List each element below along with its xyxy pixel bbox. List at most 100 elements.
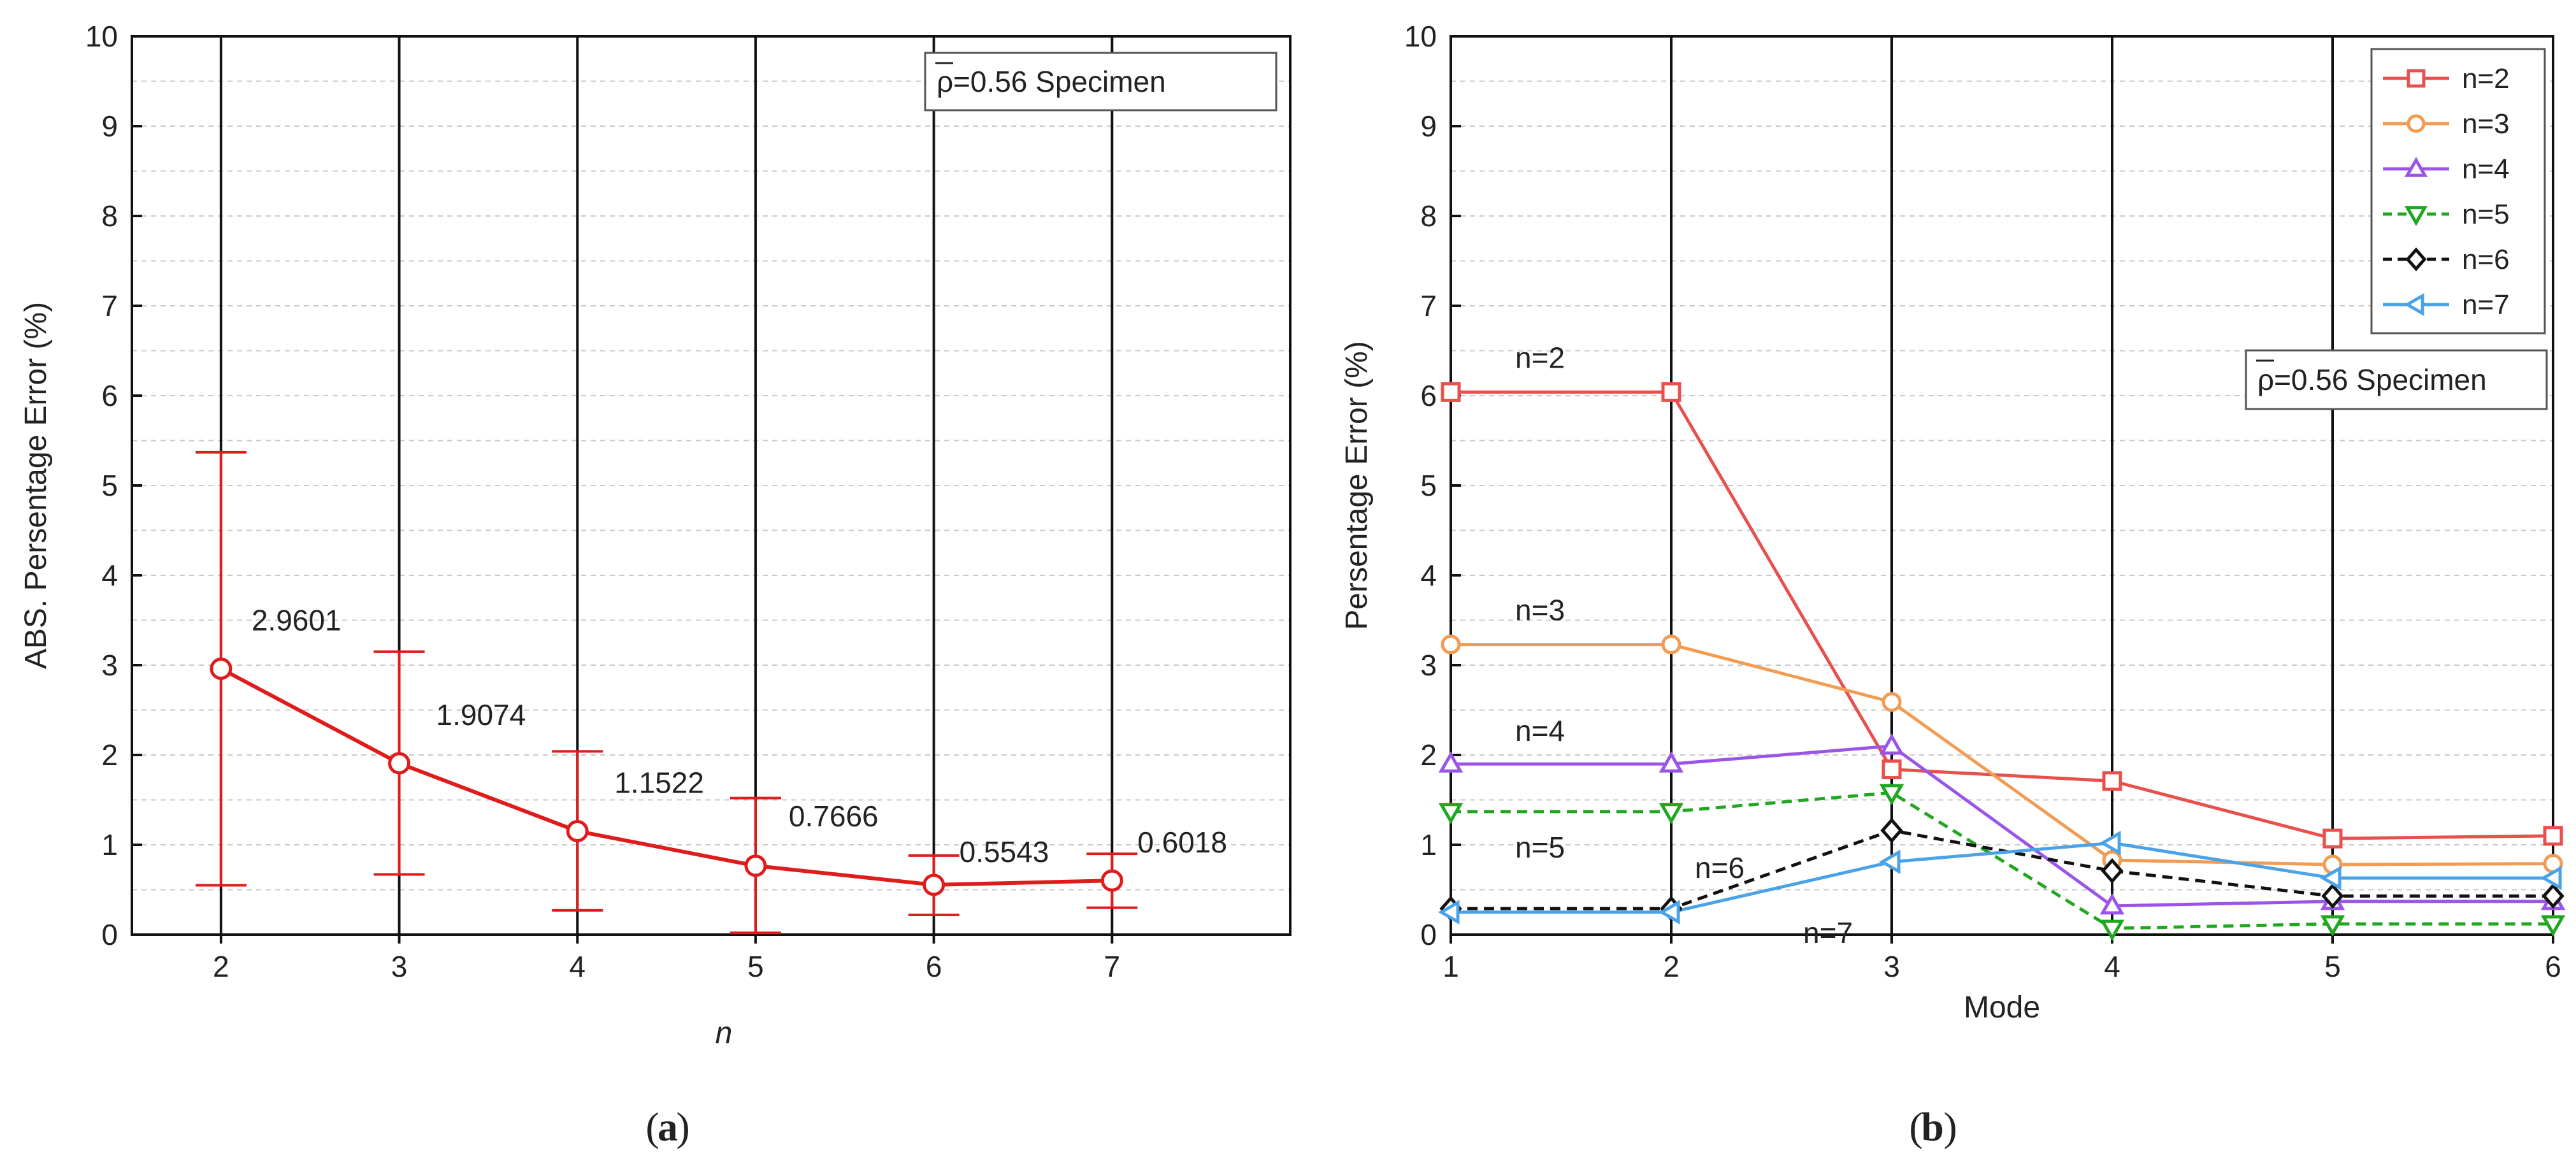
- series-annotation: n=3: [1515, 594, 1565, 627]
- y-axis-title: ABS. Persentage Error (%): [19, 302, 53, 669]
- series-line-n2: [1451, 390, 2554, 840]
- data-point: [1100, 869, 1123, 892]
- data-label: 0.6018: [1137, 826, 1227, 859]
- legend-label: n=5: [2462, 199, 2510, 230]
- series-annotation: n=2: [1515, 341, 1565, 374]
- caption-close: ): [676, 1104, 689, 1149]
- y-tick-label: 4: [1420, 559, 1437, 592]
- y-tick-label: 8: [1420, 199, 1437, 233]
- caption-letter: a: [658, 1104, 678, 1149]
- series-annotation: n=6: [1695, 851, 1745, 884]
- x-tick-label: 5: [2324, 950, 2341, 983]
- data-point-n7: [2099, 830, 2121, 856]
- y-tick-label: 3: [1420, 649, 1437, 682]
- series-line-n3: [1451, 643, 2554, 866]
- specimen-box: [2245, 349, 2548, 410]
- data-point-n4: [1659, 751, 1684, 773]
- data-point-n2: [1661, 382, 1681, 402]
- x-tick-label: 3: [1883, 950, 1900, 983]
- x-tick-label: 2: [213, 950, 229, 983]
- legend-label: n=6: [2462, 244, 2510, 275]
- y-tick-label: 4: [101, 559, 118, 592]
- specimen-label: =0.56 Specimen: [2274, 363, 2487, 396]
- data-point-n6: [2101, 858, 2124, 884]
- data-point-n7: [1438, 900, 1460, 925]
- y-tick-label: 0: [1420, 918, 1437, 951]
- legend-label: n=2: [2462, 63, 2510, 94]
- y-tick-label: 7: [101, 289, 118, 322]
- series-line-n7: [1451, 841, 2553, 914]
- caption-letter: b: [1921, 1104, 1944, 1149]
- data-point: [923, 873, 946, 896]
- data-point-n5: [1659, 803, 1684, 824]
- data-point-n7: [1659, 900, 1680, 925]
- data-point-n4: [2099, 893, 2125, 915]
- data-point: [566, 820, 589, 843]
- data-point-n6: [1880, 817, 1903, 844]
- y-tick-label: 1: [101, 828, 118, 861]
- y-axis-title: Persentage Error (%): [1340, 341, 1374, 630]
- y-tick-label: 7: [1420, 289, 1437, 322]
- data-label: 0.7666: [789, 800, 879, 833]
- x-tick-label: 4: [2104, 950, 2120, 983]
- data-point: [210, 657, 233, 680]
- data-point-n5: [2099, 919, 2125, 942]
- series-annotation: n=5: [1515, 831, 1565, 864]
- series-annotation: n=7: [1803, 916, 1853, 949]
- data-point-n4: [1879, 733, 1904, 755]
- data-label: 0.5543: [960, 835, 1049, 868]
- y-tick-label: 5: [1420, 469, 1437, 502]
- data-point-n7: [2540, 865, 2562, 891]
- series-line-mean: [220, 666, 1112, 887]
- data-point-n2: [1441, 382, 1461, 402]
- data-point-n2: [2543, 826, 2563, 846]
- data-point: [744, 854, 767, 877]
- y-tick-label: 6: [1420, 379, 1437, 412]
- data-point: [388, 752, 411, 775]
- x-axis-title: n: [716, 1016, 733, 1050]
- legend-marker: [2404, 206, 2428, 226]
- data-point-n5: [2540, 915, 2566, 937]
- series-line-n4: [1451, 744, 2553, 908]
- data-label: 1.9074: [436, 698, 526, 731]
- data-point-n4: [1438, 751, 1464, 773]
- data-point-n3: [1661, 635, 1681, 655]
- legend-label: n=7: [2462, 289, 2510, 320]
- series-annotation: n=4: [1515, 714, 1565, 747]
- data-point-n2: [2102, 771, 2122, 791]
- y-tick-label: 10: [1404, 20, 1437, 53]
- legend-label: n=4: [2462, 154, 2510, 185]
- series-line-n6: [1451, 828, 2553, 910]
- legend-box: [2370, 48, 2546, 334]
- data-point-n3: [1882, 692, 1902, 712]
- x-tick-label: 4: [569, 950, 586, 983]
- data-point-n6: [2321, 883, 2344, 909]
- data-point-n2: [2322, 828, 2343, 849]
- y-tick-label: 9: [1420, 110, 1437, 143]
- data-point-n2: [1882, 759, 1902, 780]
- x-tick-label: 6: [2545, 950, 2561, 983]
- y-tick-label: 0: [101, 918, 118, 951]
- x-axis-title: Mode: [1964, 991, 2040, 1024]
- specimen-label: =0.56 Specimen: [953, 65, 1166, 98]
- legend-marker: [2405, 247, 2427, 271]
- y-tick-label: 2: [1420, 738, 1437, 772]
- x-tick-label: 6: [926, 950, 942, 983]
- legend-marker: [2404, 292, 2424, 317]
- legend-marker: [2404, 157, 2428, 177]
- y-tick-label: 6: [101, 379, 118, 412]
- caption-a: (a): [645, 1104, 689, 1149]
- data-label: 1.1522: [614, 766, 704, 800]
- legend-marker: [2407, 114, 2426, 133]
- y-tick-label: 3: [101, 649, 118, 682]
- legend-label: n=3: [2462, 108, 2510, 140]
- caption-open: (: [1909, 1104, 1922, 1149]
- y-tick-label: 2: [101, 738, 118, 772]
- caption-open: (: [645, 1104, 659, 1149]
- data-point-n5: [1438, 803, 1464, 824]
- x-tick-label: 5: [747, 950, 764, 983]
- data-point-n3: [1441, 635, 1461, 655]
- series-line-n5: [1451, 791, 2553, 930]
- y-tick-label: 5: [101, 469, 118, 502]
